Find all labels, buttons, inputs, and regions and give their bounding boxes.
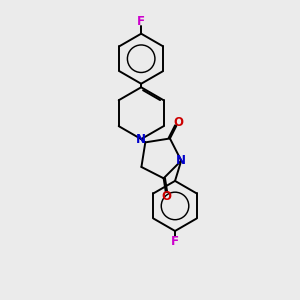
Text: F: F: [137, 14, 145, 28]
Text: N: N: [136, 133, 146, 146]
Text: N: N: [176, 154, 186, 167]
Text: O: O: [173, 116, 183, 129]
Text: F: F: [171, 236, 179, 248]
Text: O: O: [161, 190, 171, 202]
